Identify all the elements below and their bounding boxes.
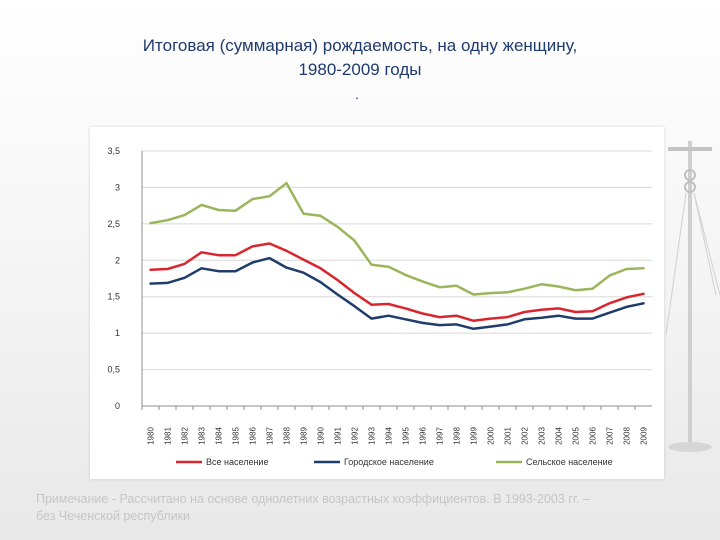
slide-title: Итоговая (суммарная) рождаемость, на одн… <box>40 34 680 82</box>
y-tick-label: 2 <box>115 255 120 265</box>
x-tick-label: 2008 <box>623 427 632 445</box>
series-line <box>149 181 645 296</box>
x-axis-ticks: 1980 1981 1982 1983 1984 1985 1986 1987 1988 1989… <box>141 406 649 445</box>
y-tick-label: 3 <box>115 182 120 192</box>
fertility-line-chart: 00,511,522,533,5 1980 1981 1982 1983 1984 198… <box>107 146 652 467</box>
y-axis-ticks: 0 0,5 1 1,5 2 2,5 3 3,5 <box>107 146 120 411</box>
slide-title-line1: Итоговая (суммарная) рождаемость, на одн… <box>142 36 578 55</box>
x-tick-label: 2006 <box>589 427 598 445</box>
legend-label: Сельское население <box>526 457 613 467</box>
footnote-line2: без Чеченской республики <box>36 509 191 523</box>
series-line <box>149 242 645 323</box>
series-line <box>149 256 645 331</box>
chart-container: 0 0,5 1 1,5 2 2,5 3 3,5 1980 1981 1982 1983 1984 198… <box>90 127 664 479</box>
x-tick-label: 1983 <box>198 427 207 445</box>
y-tick-label: 0 <box>115 401 120 411</box>
x-tick-label: 2000 <box>487 427 496 445</box>
x-tick-label: 2002 <box>521 427 530 445</box>
chart-gridlines <box>141 150 652 407</box>
x-tick-label: 1999 <box>470 427 479 445</box>
x-tick-label: 1994 <box>385 427 394 445</box>
x-tick-label: 1998 <box>453 427 462 445</box>
x-tick-label: 1984 <box>215 427 224 445</box>
x-tick-label: 1981 <box>164 427 173 445</box>
x-tick-label: 2007 <box>606 427 615 445</box>
x-tick-label: 1990 <box>317 427 326 445</box>
x-tick-label: 2003 <box>538 427 547 445</box>
legend-label: Все население <box>206 457 268 467</box>
footnote-line1: Примечание - Рассчитано на основе одноле… <box>36 492 590 506</box>
chart-legend: Все население Городское население Сельское… <box>176 457 613 467</box>
x-tick-label: 1991 <box>334 427 343 445</box>
justice-scales-icon <box>665 141 720 452</box>
x-tick-label: 2009 <box>640 427 649 445</box>
y-tick-label: 0,5 <box>107 365 120 375</box>
x-tick-label: 1992 <box>351 427 360 445</box>
legend-label: Городское население <box>344 457 434 467</box>
x-tick-label: 1986 <box>249 427 258 445</box>
x-tick-label: 2004 <box>555 427 564 445</box>
y-tick-label: 3,5 <box>107 146 120 156</box>
y-tick-label: 1,5 <box>107 292 120 302</box>
title-mark: . <box>355 86 359 102</box>
x-tick-label: 1997 <box>436 427 445 445</box>
x-tick-label: 1988 <box>283 427 292 445</box>
x-tick-label: 1985 <box>232 427 241 445</box>
x-tick-label: 1995 <box>402 427 411 445</box>
slide-title-line2: 1980-2009 годы <box>298 60 422 79</box>
x-tick-label: 1982 <box>181 427 190 445</box>
x-tick-label: 2001 <box>504 427 513 445</box>
y-tick-label: 2,5 <box>107 219 120 229</box>
x-tick-label: 2005 <box>572 427 581 445</box>
chart-series-lines <box>149 181 645 331</box>
y-tick-label: 1 <box>115 328 120 338</box>
x-tick-label: 1993 <box>368 427 377 445</box>
footnote: Примечание - Рассчитано на основе одноле… <box>36 491 696 525</box>
x-tick-label: 1996 <box>419 427 428 445</box>
x-tick-label: 1989 <box>300 427 309 445</box>
x-tick-label: 1980 <box>147 427 156 445</box>
x-tick-label: 1987 <box>266 427 275 445</box>
